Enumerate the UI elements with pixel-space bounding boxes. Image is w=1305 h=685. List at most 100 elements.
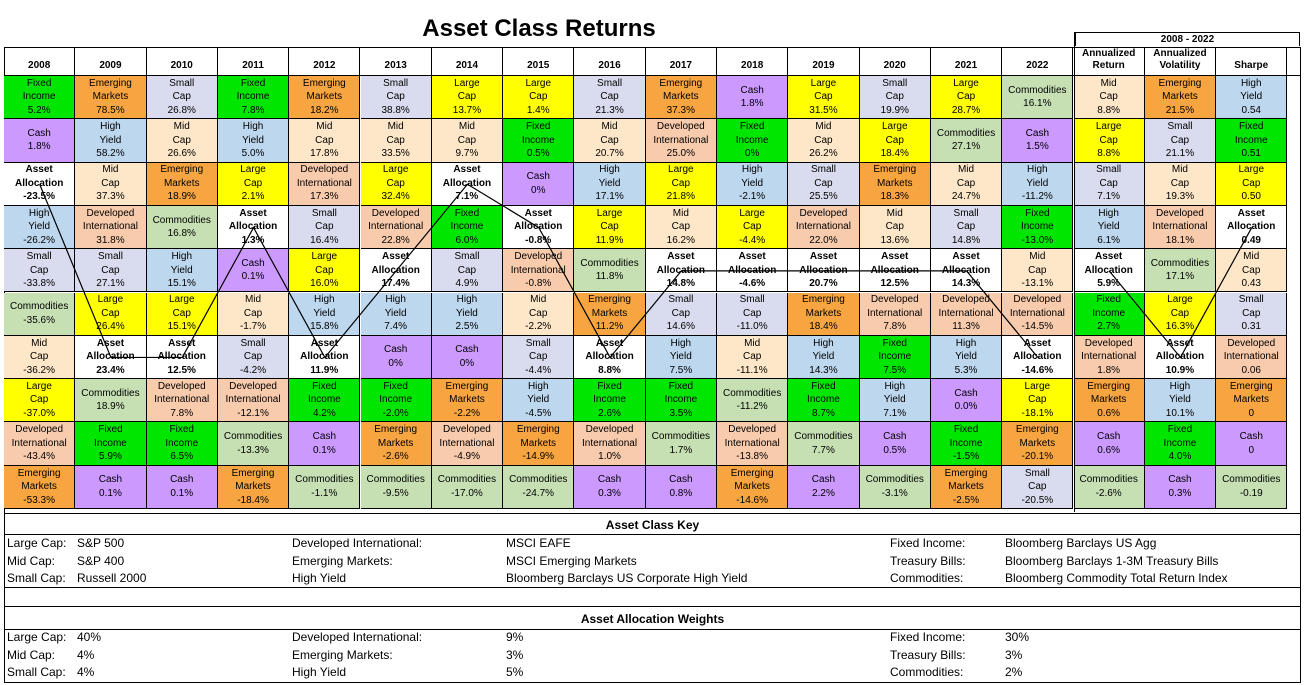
cell-value: 18.4% bbox=[809, 321, 838, 333]
cell-label: Developed bbox=[1227, 337, 1276, 349]
cell-mid-cap: Mid Cap -2.2% bbox=[503, 292, 575, 336]
cell-value: 7.8% bbox=[241, 104, 265, 116]
cell-asset-allocation: Asset Allocation -14.6% bbox=[1002, 335, 1074, 380]
cell-value: -0.19 bbox=[1239, 487, 1263, 499]
cell-label: High bbox=[884, 380, 906, 392]
asset-allocation-weights-title: Asset Allocation Weights bbox=[4, 606, 1301, 630]
column-header-2010: 2010 bbox=[147, 47, 218, 75]
cell-value: -37.0% bbox=[23, 407, 55, 419]
cell-value: 23.4% bbox=[96, 364, 125, 376]
cell-label: Mid bbox=[31, 337, 48, 349]
weight-r0-c4: Fixed Income: bbox=[890, 630, 966, 644]
cell-fixed-income: Fixed Income 7.5% bbox=[859, 335, 931, 380]
cell-label: Yield bbox=[384, 307, 407, 319]
cell-high-yield: High Yield 58.2% bbox=[75, 119, 147, 163]
weight-r1-c5: 3% bbox=[1005, 647, 1023, 662]
cell-label: Large bbox=[881, 121, 908, 133]
cell-label: Allocation bbox=[1084, 264, 1133, 276]
cell-label: Markets bbox=[948, 481, 984, 493]
cell-label: Cap bbox=[172, 307, 191, 319]
cell-asset-allocation: Asset Allocation 0.49 bbox=[1216, 205, 1288, 250]
cell-label: Markets bbox=[1162, 91, 1198, 103]
cell-label: Mid bbox=[316, 121, 333, 133]
cell-label: International bbox=[11, 437, 67, 449]
cell-label: Emerging bbox=[1087, 380, 1131, 392]
cell-value: 18.4% bbox=[880, 148, 909, 160]
cell-label: Cap bbox=[1170, 307, 1190, 319]
cell-value: 0.1% bbox=[99, 487, 122, 499]
cell-small-cap: Small Cap -11.0% bbox=[717, 292, 789, 336]
cell-value: 16.8% bbox=[167, 228, 196, 240]
cell-high-yield: High Yield 7.5% bbox=[645, 335, 717, 380]
key-r0-c4: Fixed Income: bbox=[890, 536, 966, 550]
cell-label: Emerging bbox=[1015, 424, 1059, 436]
cell-emerging-markets: Emerging Markets 0 bbox=[1216, 379, 1288, 423]
cell-value: 26.8% bbox=[167, 104, 196, 116]
key-r0-c3: MSCI EAFE bbox=[506, 536, 571, 550]
cell-value: -33.8% bbox=[23, 278, 55, 290]
cell-high-yield: High Yield -11.2% bbox=[1002, 162, 1074, 206]
cell-label: Cap bbox=[1099, 134, 1118, 146]
cell-label: Large bbox=[382, 164, 409, 176]
cell-value: -2.5% bbox=[952, 494, 980, 506]
column-header-2017: 2017 bbox=[646, 47, 717, 75]
cell-value: 0.6% bbox=[1097, 407, 1121, 419]
cell-label: Small bbox=[169, 77, 195, 89]
cell-label: Allocation bbox=[1013, 351, 1062, 363]
cell-commodities: Commodities 27.1% bbox=[930, 119, 1003, 163]
cell-label: Large bbox=[739, 207, 765, 219]
cell-label: High bbox=[171, 251, 193, 263]
cell-label: Developed bbox=[942, 294, 990, 306]
cell-value: -2.6% bbox=[382, 451, 409, 463]
cell-label: Emerging bbox=[873, 164, 917, 176]
cell-label: Mid bbox=[102, 164, 119, 176]
cell-label: Mid bbox=[957, 164, 975, 176]
cell-value: 15.1% bbox=[167, 278, 196, 290]
cell-emerging-markets: Emerging Markets -18.4% bbox=[217, 465, 290, 509]
cell-label: Large bbox=[953, 77, 979, 89]
weight-r2-c0: Small Cap: bbox=[7, 665, 66, 679]
cell-value: 17.3% bbox=[310, 191, 339, 203]
cell-large-cap: Large Cap 28.7% bbox=[930, 76, 1003, 120]
cell-mid-cap: Mid Cap 26.2% bbox=[788, 119, 860, 163]
cell-value: -4.4% bbox=[739, 234, 766, 246]
cell-label: Mid bbox=[458, 121, 475, 133]
cell-value: 2.1% bbox=[241, 191, 265, 203]
cell-value: 1.5% bbox=[1025, 141, 1049, 153]
cell-value: -2.6% bbox=[1095, 487, 1122, 499]
cell-cash: Cash 0.0% bbox=[930, 379, 1003, 423]
cell-label: Emerging bbox=[231, 467, 275, 479]
cell-label: High bbox=[1169, 380, 1191, 392]
cell-emerging-markets: Emerging Markets 21.5% bbox=[1144, 76, 1217, 120]
cell-value: 28.7% bbox=[951, 104, 981, 116]
cell-label: Emerging bbox=[730, 467, 774, 479]
cell-label: Small bbox=[383, 77, 409, 89]
cell-label: Asset bbox=[809, 251, 838, 263]
cell-fixed-income: Fixed Income 0% bbox=[717, 119, 789, 163]
cell-cash: Cash 0% bbox=[503, 162, 575, 206]
cell-high-yield: High Yield 10.1% bbox=[1144, 379, 1217, 423]
weight-r2-c3: 5% bbox=[506, 665, 524, 679]
cell-commodities: Commodities -11.2% bbox=[717, 379, 789, 423]
cell-label: Cash bbox=[883, 431, 907, 443]
cell-label: Allocation bbox=[799, 264, 848, 276]
cell-value: -14.6% bbox=[736, 494, 768, 506]
cell-cash: Cash 0.1% bbox=[217, 249, 290, 293]
cell-value: 21.5% bbox=[1165, 104, 1195, 116]
cell-label: Large bbox=[1095, 121, 1122, 133]
cell-label: Cap bbox=[457, 264, 477, 276]
cell-label: Developed bbox=[1013, 294, 1062, 306]
cell-commodities: Commodities 17.1% bbox=[1144, 249, 1217, 293]
cell-small-cap: Small Cap 25.5% bbox=[788, 162, 860, 206]
cell-value: 31.8% bbox=[96, 234, 125, 246]
cell-value: 6.0% bbox=[455, 234, 479, 246]
cell-label: Commodities bbox=[81, 387, 140, 399]
cell-value: 7.8% bbox=[883, 321, 907, 333]
cell-label: International bbox=[938, 307, 994, 319]
key-r1-c0: Mid Cap: bbox=[7, 553, 56, 568]
cell-label: Developed bbox=[514, 251, 563, 263]
cell-value: 26.2% bbox=[809, 148, 838, 160]
cell-label: Large bbox=[97, 294, 124, 306]
cell-value: 33.5% bbox=[381, 148, 410, 160]
cell-value: 7.8% bbox=[170, 407, 194, 419]
